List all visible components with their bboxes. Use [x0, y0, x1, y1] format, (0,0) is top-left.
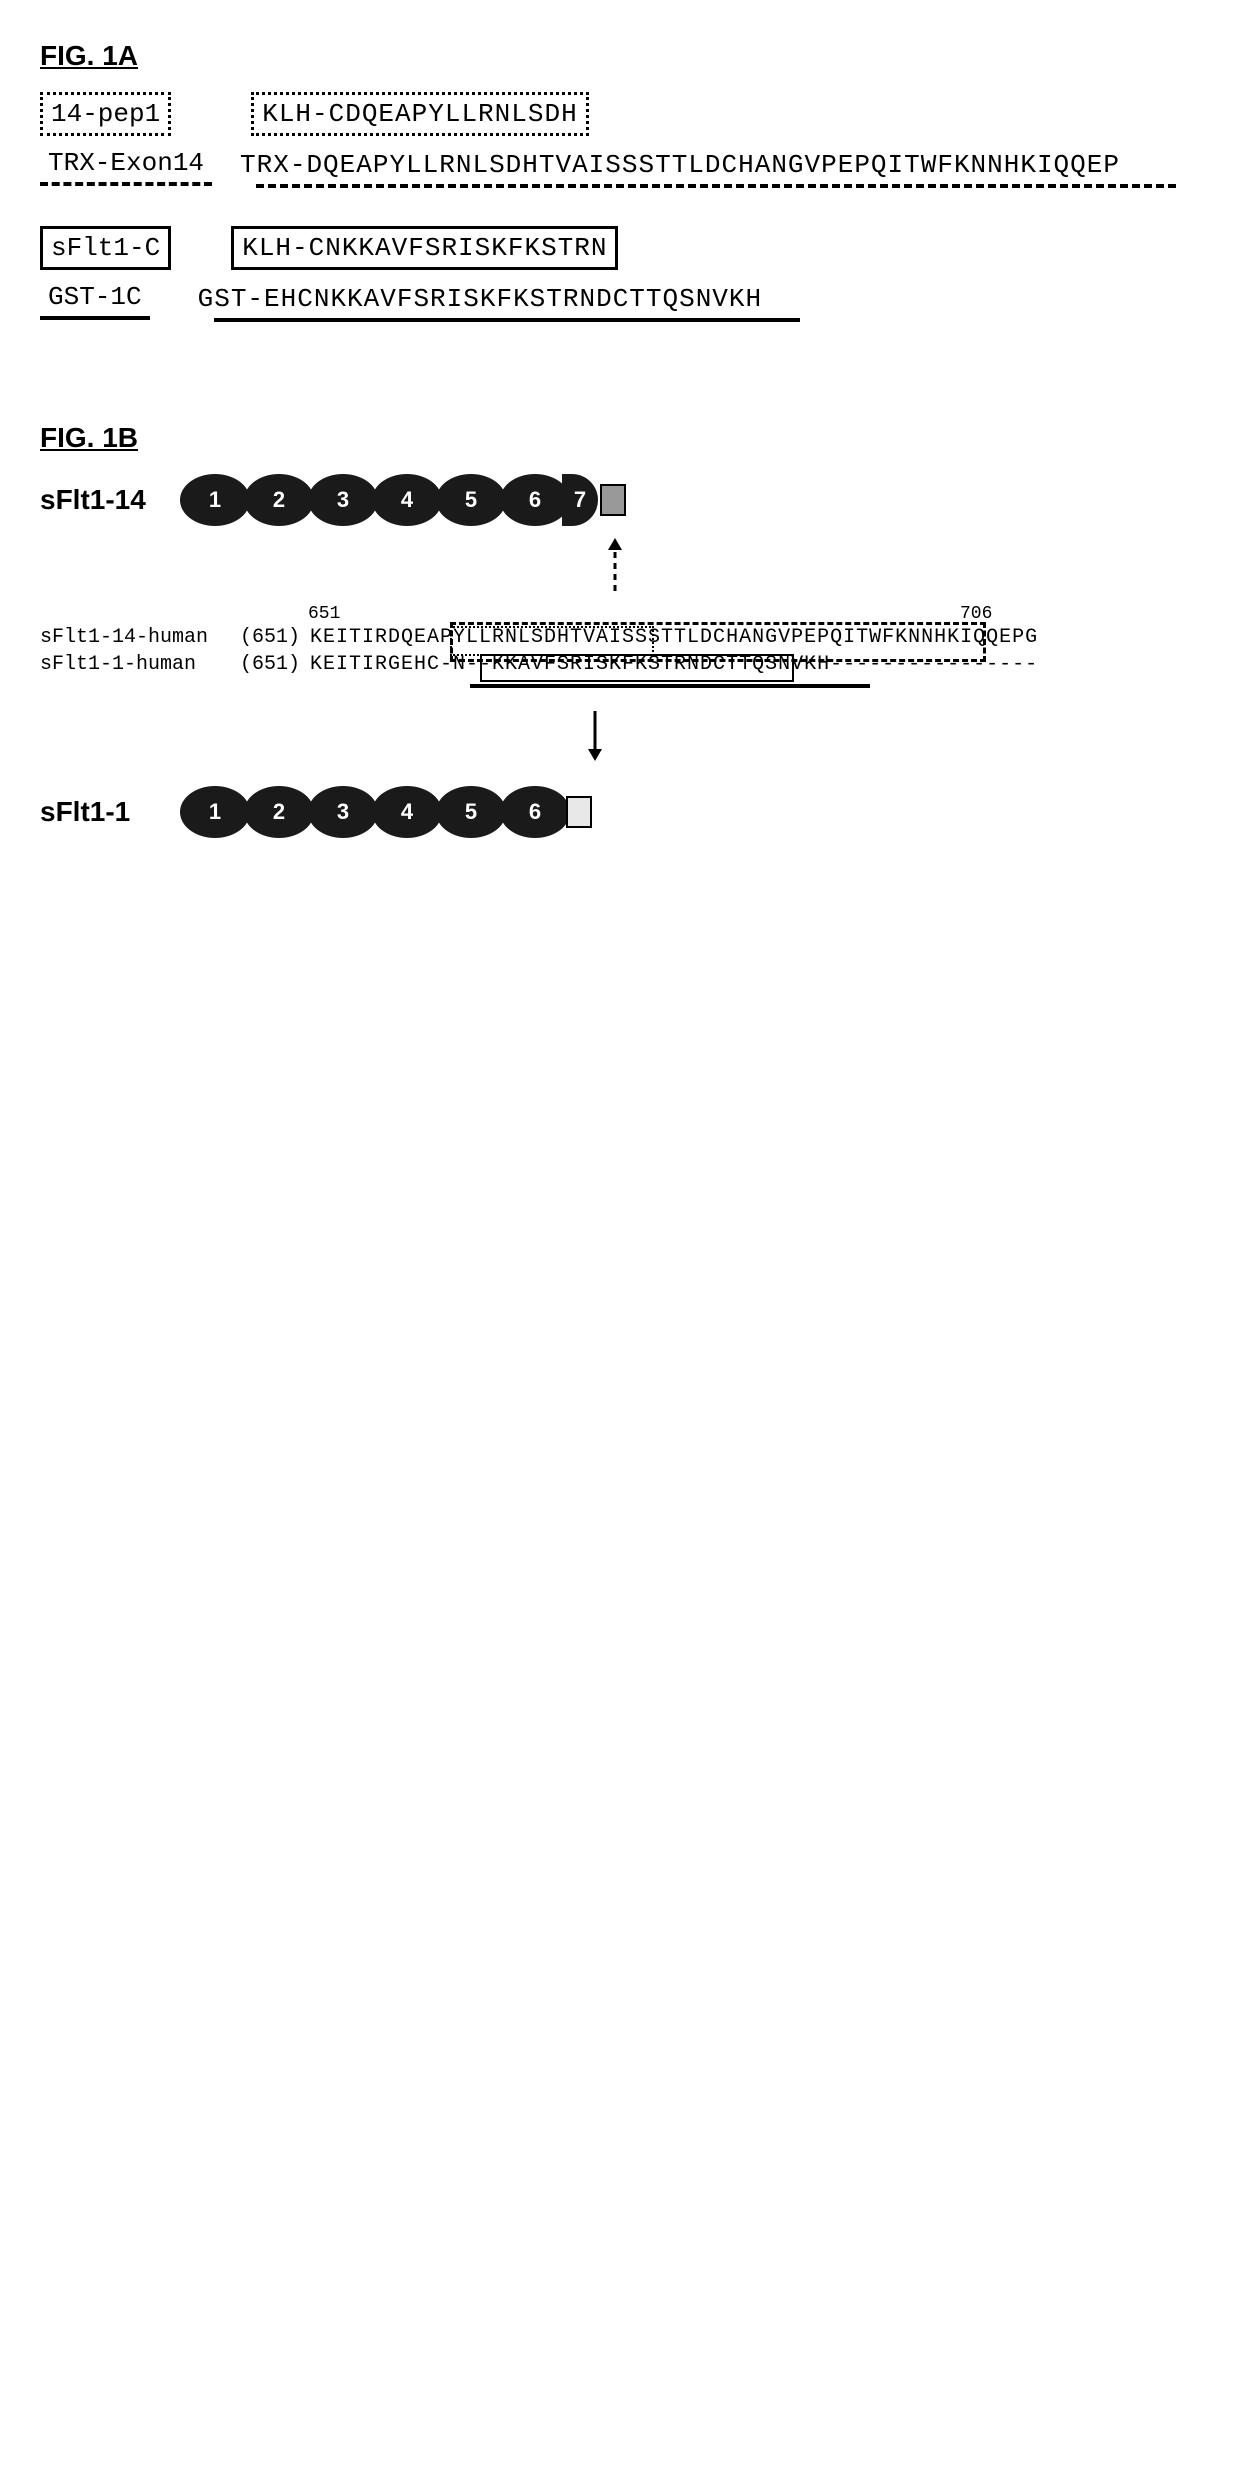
- align-seq: KEITIRGEHC-N--KKAVFSRISKFKSTRNDCTTQSNVKH…: [310, 653, 1038, 676]
- domain-oval: 5: [436, 786, 506, 838]
- seq-row-14pep1: 14-pep1 KLH-CDQEAPYLLRNLSDH: [40, 92, 1200, 136]
- align-pos: (651): [240, 626, 310, 649]
- align-row: sFlt1-1-human (651) KEITIRGEHC-N--KKAVFS…: [40, 653, 1200, 676]
- align-seq: KEITIRDQEAPYLLRNLSDHTVAISSSTTLDCHANGVPEP…: [310, 626, 1038, 649]
- seq-text: KLH-CNKKAVFSRISKFKSTRN: [231, 226, 618, 270]
- tail-icon: [566, 796, 592, 828]
- domain-oval: 3: [308, 786, 378, 838]
- domain-oval: 5: [436, 474, 506, 526]
- seq-row-trx: TRX-Exon14 TRX-DQEAPYLLRNLSDHTVAISSSTTLD…: [40, 144, 1200, 188]
- domain-oval: 2: [244, 786, 314, 838]
- domain-half: 7: [562, 474, 598, 526]
- domain-chain: 1 2 3 4 5 6: [180, 786, 592, 838]
- domain-oval: 1: [180, 474, 250, 526]
- protein-label: sFlt1-1: [40, 796, 180, 828]
- solid-arrow-icon: [580, 706, 610, 766]
- dashed-arrow-icon: [600, 536, 630, 596]
- seq-label: TRX-Exon14: [40, 144, 212, 186]
- align-label: sFlt1-14-human: [40, 626, 240, 649]
- seq-text: TRX-DQEAPYLLRNLSDHTVAISSSTTLDCHANGVPEPQI…: [232, 146, 1128, 184]
- dashed-underline: [256, 184, 1176, 188]
- solid-underline: [214, 318, 800, 322]
- pos-end: 706: [960, 604, 992, 624]
- fig-1a-block: 14-pep1 KLH-CDQEAPYLLRNLSDH TRX-Exon14 T…: [40, 92, 1200, 322]
- domain-oval: 3: [308, 474, 378, 526]
- fig-1b-label: FIG. 1B: [40, 422, 1200, 454]
- seq-label: 14-pep1: [40, 92, 171, 136]
- sflt1-14-diagram: sFlt1-14 1 2 3 4 5 6 7: [40, 474, 1200, 526]
- domain-oval: 1: [180, 786, 250, 838]
- alignment-block: 651 706 sFlt1-14-human (651) KEITIRDQEAP…: [40, 626, 1200, 676]
- domain-oval: 6: [500, 786, 570, 838]
- domain-chain: 1 2 3 4 5 6 7: [180, 474, 626, 526]
- domain-oval: 6: [500, 474, 570, 526]
- align-row: sFlt1-14-human (651) KEITIRDQEAPYLLRNLSD…: [40, 626, 1200, 649]
- seq-row-sflt1c: sFlt1-C KLH-CNKKAVFSRISKFKSTRN: [40, 226, 1200, 270]
- align-pos: (651): [240, 653, 310, 676]
- domain-oval: 2: [244, 474, 314, 526]
- seq-row-gst: GST-1C GST-EHCNKKAVFSRISKFKSTRNDCTTQSNVK…: [40, 278, 1200, 322]
- seq-label: sFlt1-C: [40, 226, 171, 270]
- align-label: sFlt1-1-human: [40, 653, 240, 676]
- sflt1-1-diagram: sFlt1-1 1 2 3 4 5 6: [40, 786, 1200, 838]
- domain-oval: 4: [372, 474, 442, 526]
- fig-1a-label: FIG. 1A: [40, 40, 1200, 72]
- pos-start: 651: [308, 604, 340, 624]
- domain-oval: 4: [372, 786, 442, 838]
- solid-underline: [470, 684, 870, 688]
- tail-icon: [600, 484, 626, 516]
- seq-text: GST-EHCNKKAVFSRISKFKSTRNDCTTQSNVKH: [190, 280, 771, 318]
- seq-text: KLH-CDQEAPYLLRNLSDH: [251, 92, 588, 136]
- protein-label: sFlt1-14: [40, 484, 180, 516]
- seq-label: GST-1C: [40, 278, 150, 320]
